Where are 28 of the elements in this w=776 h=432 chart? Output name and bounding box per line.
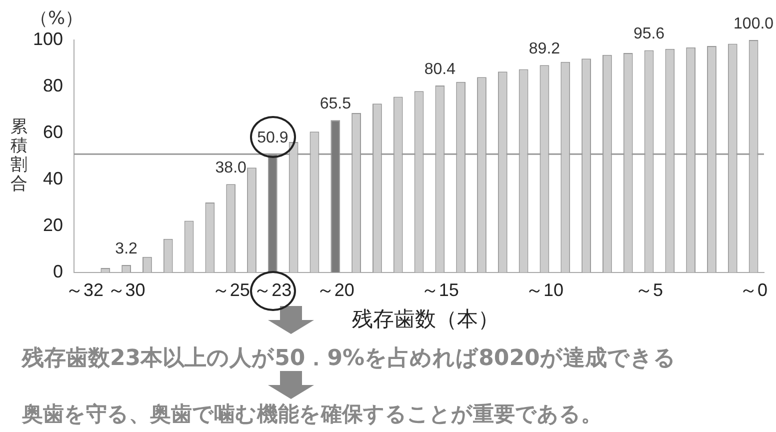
x-tick-label: ～32	[65, 280, 104, 300]
text: 奥歯を守る、奥歯で噛む機能を確保することが重要である。	[22, 401, 602, 428]
x-tick-label: ～23	[254, 280, 292, 300]
data-label: 65.5	[320, 96, 352, 113]
data-label: 38.0	[215, 159, 247, 176]
y-tick-label: 0	[53, 261, 64, 282]
y-axis-title: 累積割合	[10, 117, 28, 194]
y-tick-label: 60	[43, 122, 64, 142]
y-tick-label: 40	[43, 168, 64, 188]
data-label: 95.6	[633, 26, 665, 43]
x-axis-title: 残存歯数（本）	[352, 306, 499, 333]
data-label: 80.4	[424, 60, 456, 78]
data-label: 100.0	[734, 15, 774, 32]
x-tick-label: ～25	[212, 280, 250, 300]
y-tick-label: 80	[43, 75, 64, 96]
x-tick-label: ～5	[635, 280, 664, 300]
x-tick-label: ～0	[740, 280, 768, 300]
x-tick-label: ～20	[316, 280, 354, 300]
x-tick-label: ～30	[107, 280, 146, 300]
y-tick-label: 20	[43, 214, 64, 235]
data-label: 3.2	[115, 240, 138, 258]
data-label: 50.9	[257, 130, 288, 147]
data-label: 89.2	[528, 40, 560, 58]
y-tick-label: 100	[32, 28, 64, 49]
x-tick-label: ～15	[420, 280, 459, 300]
text: 残存歯数23本以上の人が50．9%を占めれば8020が達成できる	[22, 345, 676, 373]
text: （%）	[30, 7, 84, 30]
x-tick-label: ～10	[525, 280, 564, 300]
